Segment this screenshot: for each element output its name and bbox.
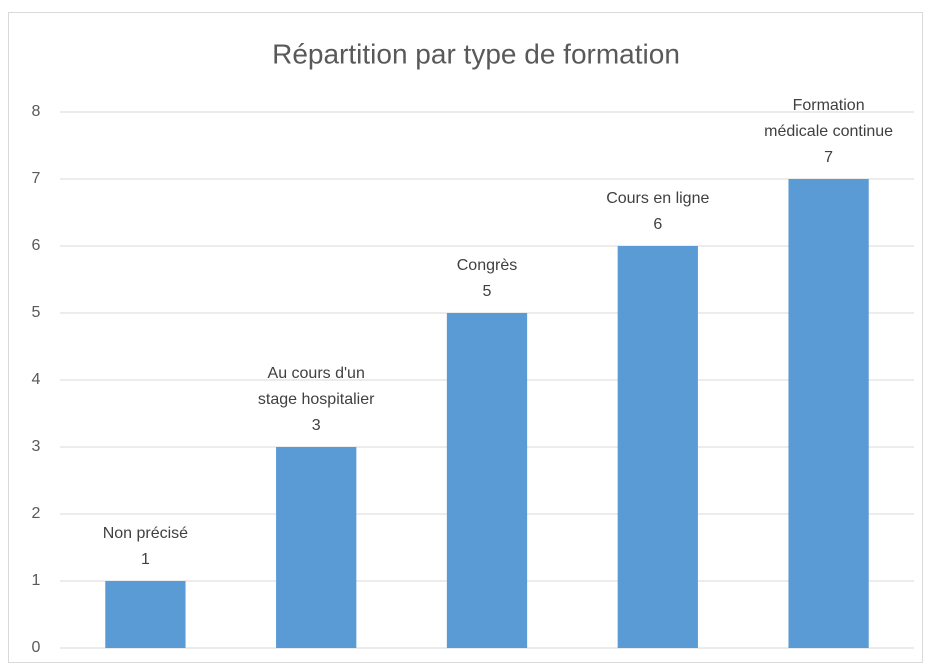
data-label: Cours en ligne 6 xyxy=(593,186,723,238)
y-tick-label: 7 xyxy=(32,170,41,187)
bar xyxy=(105,581,186,648)
data-label: Non précisé 1 xyxy=(80,521,210,573)
y-tick-label: 3 xyxy=(32,438,41,455)
data-label-category: Cours en ligne xyxy=(606,190,710,207)
y-tick-label: 2 xyxy=(32,505,41,522)
data-label-category: Non précisé xyxy=(102,525,189,542)
bar xyxy=(276,447,357,648)
data-label-value: 1 xyxy=(140,551,150,568)
data-label: Congrès 5 xyxy=(422,253,552,305)
y-tick-label: 1 xyxy=(32,572,41,589)
chart-title: Répartition par type de formation xyxy=(272,38,680,69)
y-tick-label: 0 xyxy=(32,639,41,656)
bar xyxy=(446,313,528,648)
data-label-value: 3 xyxy=(311,417,321,434)
data-label-value: 7 xyxy=(824,149,834,166)
y-tick-label: 8 xyxy=(32,103,41,120)
bar xyxy=(617,246,698,648)
data-label-category: Formation médicale continue xyxy=(764,97,894,140)
data-label-value: 6 xyxy=(653,216,663,233)
data-label-category: Congrès xyxy=(456,257,518,274)
data-label: Formation médicale continue 7 xyxy=(764,93,894,171)
data-label-value: 5 xyxy=(482,283,492,300)
y-tick-label: 4 xyxy=(32,371,41,388)
data-label-category: Au cours d'un stage hospitalier xyxy=(257,365,375,408)
data-label: Au cours d'un stage hospitalier 3 xyxy=(251,361,381,439)
y-tick-label: 5 xyxy=(32,304,41,321)
bar xyxy=(788,179,869,648)
y-tick-label: 6 xyxy=(32,237,41,254)
